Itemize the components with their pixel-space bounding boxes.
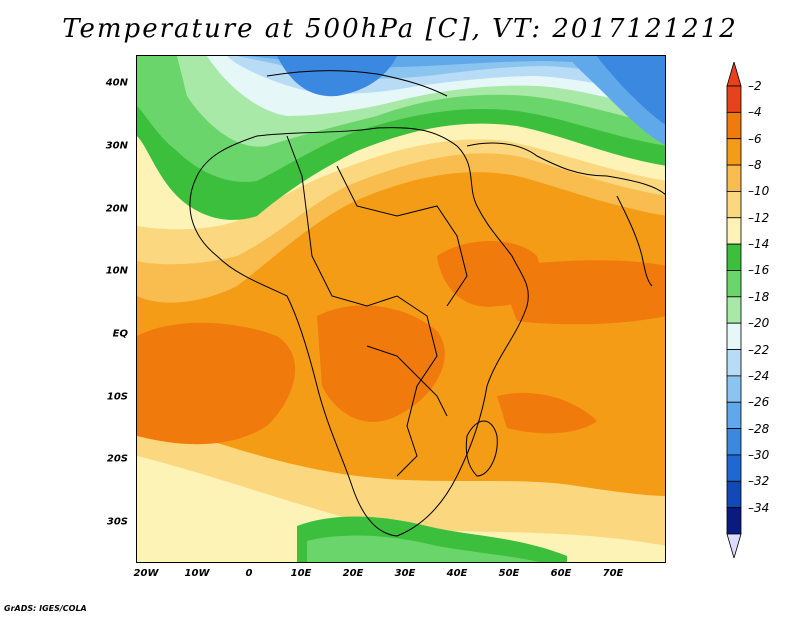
colorbar-label: –20 <box>748 316 770 331</box>
colorbar-cell <box>726 480 742 509</box>
field-central-minus4 <box>317 305 445 422</box>
colorbar-cell <box>726 322 742 350</box>
colorbar-cell <box>726 401 742 429</box>
chart-title: Temperature at 500hPa [C], VT: 201712121… <box>62 14 738 44</box>
colorbar-label: –32 <box>748 474 770 489</box>
colorbar-cell <box>726 111 742 140</box>
colorbar-label: –28 <box>748 421 770 436</box>
lon-label-20e: 20E <box>342 568 364 579</box>
field-madagascar-minus4 <box>497 392 597 434</box>
india-coast <box>616 195 653 287</box>
lon-label-20w: 20W <box>133 568 159 579</box>
colorbar-cell <box>726 507 742 535</box>
lon-label-10e: 10E <box>290 568 312 579</box>
africa-outline <box>189 127 529 537</box>
temperature-map <box>137 56 665 562</box>
colorbar-label: –22 <box>748 342 770 357</box>
colorbar <box>726 62 742 558</box>
field-asia-minus28 <box>597 56 665 125</box>
colorbar-label: –24 <box>748 368 770 383</box>
colorbar-label: –34 <box>748 500 770 515</box>
colorbar-label: –2 <box>748 79 762 93</box>
field-atlantic-minus4 <box>137 322 296 445</box>
colorbar-label: –4 <box>748 105 762 120</box>
lon-label-70e: 70E <box>602 568 624 579</box>
lon-label-0: 0 <box>245 568 253 579</box>
colorbar-cell <box>726 428 742 456</box>
lat-label-eq: EQ <box>112 328 128 340</box>
country-borders-3 <box>366 345 448 417</box>
colorbar-label: –30 <box>748 447 770 462</box>
colorbar-cells <box>726 62 742 558</box>
colorbar-cell <box>726 191 742 219</box>
colorbar-cell <box>726 85 742 113</box>
colorbar-cell <box>726 243 742 271</box>
lon-label-10w: 10W <box>184 568 210 579</box>
coastlines <box>189 70 665 537</box>
lon-label-40e: 40E <box>446 568 468 579</box>
colorbar-label: –18 <box>748 289 770 304</box>
madagascar-outline <box>465 420 498 477</box>
colorbar-cell <box>726 454 742 482</box>
country-borders-2 <box>336 165 468 307</box>
colorbar-label: –16 <box>748 263 770 278</box>
credit-text: GrADS: IGES/COLA <box>4 604 87 613</box>
lat-label-10n: 10N <box>105 265 128 277</box>
field-south-minus16 <box>307 535 539 562</box>
lat-label-20s: 20S <box>106 453 128 465</box>
colorbar-cell <box>726 217 742 245</box>
colorbar-bottom-arrow <box>726 533 742 558</box>
colorbar-cell <box>726 164 742 192</box>
colorbar-label: –26 <box>748 395 770 410</box>
colorbar-cell <box>726 138 742 166</box>
lat-label-20n: 20N <box>105 203 128 215</box>
europe-coast <box>266 70 448 97</box>
country-borders-1 <box>286 135 438 477</box>
field-south-minus12 <box>137 456 665 562</box>
colorbar-cell <box>726 270 742 298</box>
colorbar-label: –12 <box>748 210 770 225</box>
colorbar-cell <box>726 296 742 324</box>
lat-label-30n: 30N <box>105 140 128 152</box>
lon-label-50e: 50E <box>498 568 520 579</box>
colorbar-label: –14 <box>748 237 770 252</box>
middle-east-coast <box>466 142 665 195</box>
colorbar-cell <box>726 375 742 403</box>
map-panel <box>136 55 666 563</box>
colorbar-label: –8 <box>748 158 762 173</box>
colorbar-cell <box>726 349 742 377</box>
lat-label-40n: 40N <box>105 77 128 89</box>
field-indian-minus4 <box>497 260 665 325</box>
colorbar-label: –10 <box>748 184 770 199</box>
field-europe-minus28 <box>277 56 397 97</box>
lon-label-30e: 30E <box>394 568 416 579</box>
colorbar-top-arrow <box>726 62 742 87</box>
lat-label-30s: 30S <box>106 516 128 528</box>
lon-label-60e: 60E <box>550 568 572 579</box>
colorbar-label: –6 <box>748 131 762 146</box>
lat-label-10s: 10S <box>106 391 128 403</box>
